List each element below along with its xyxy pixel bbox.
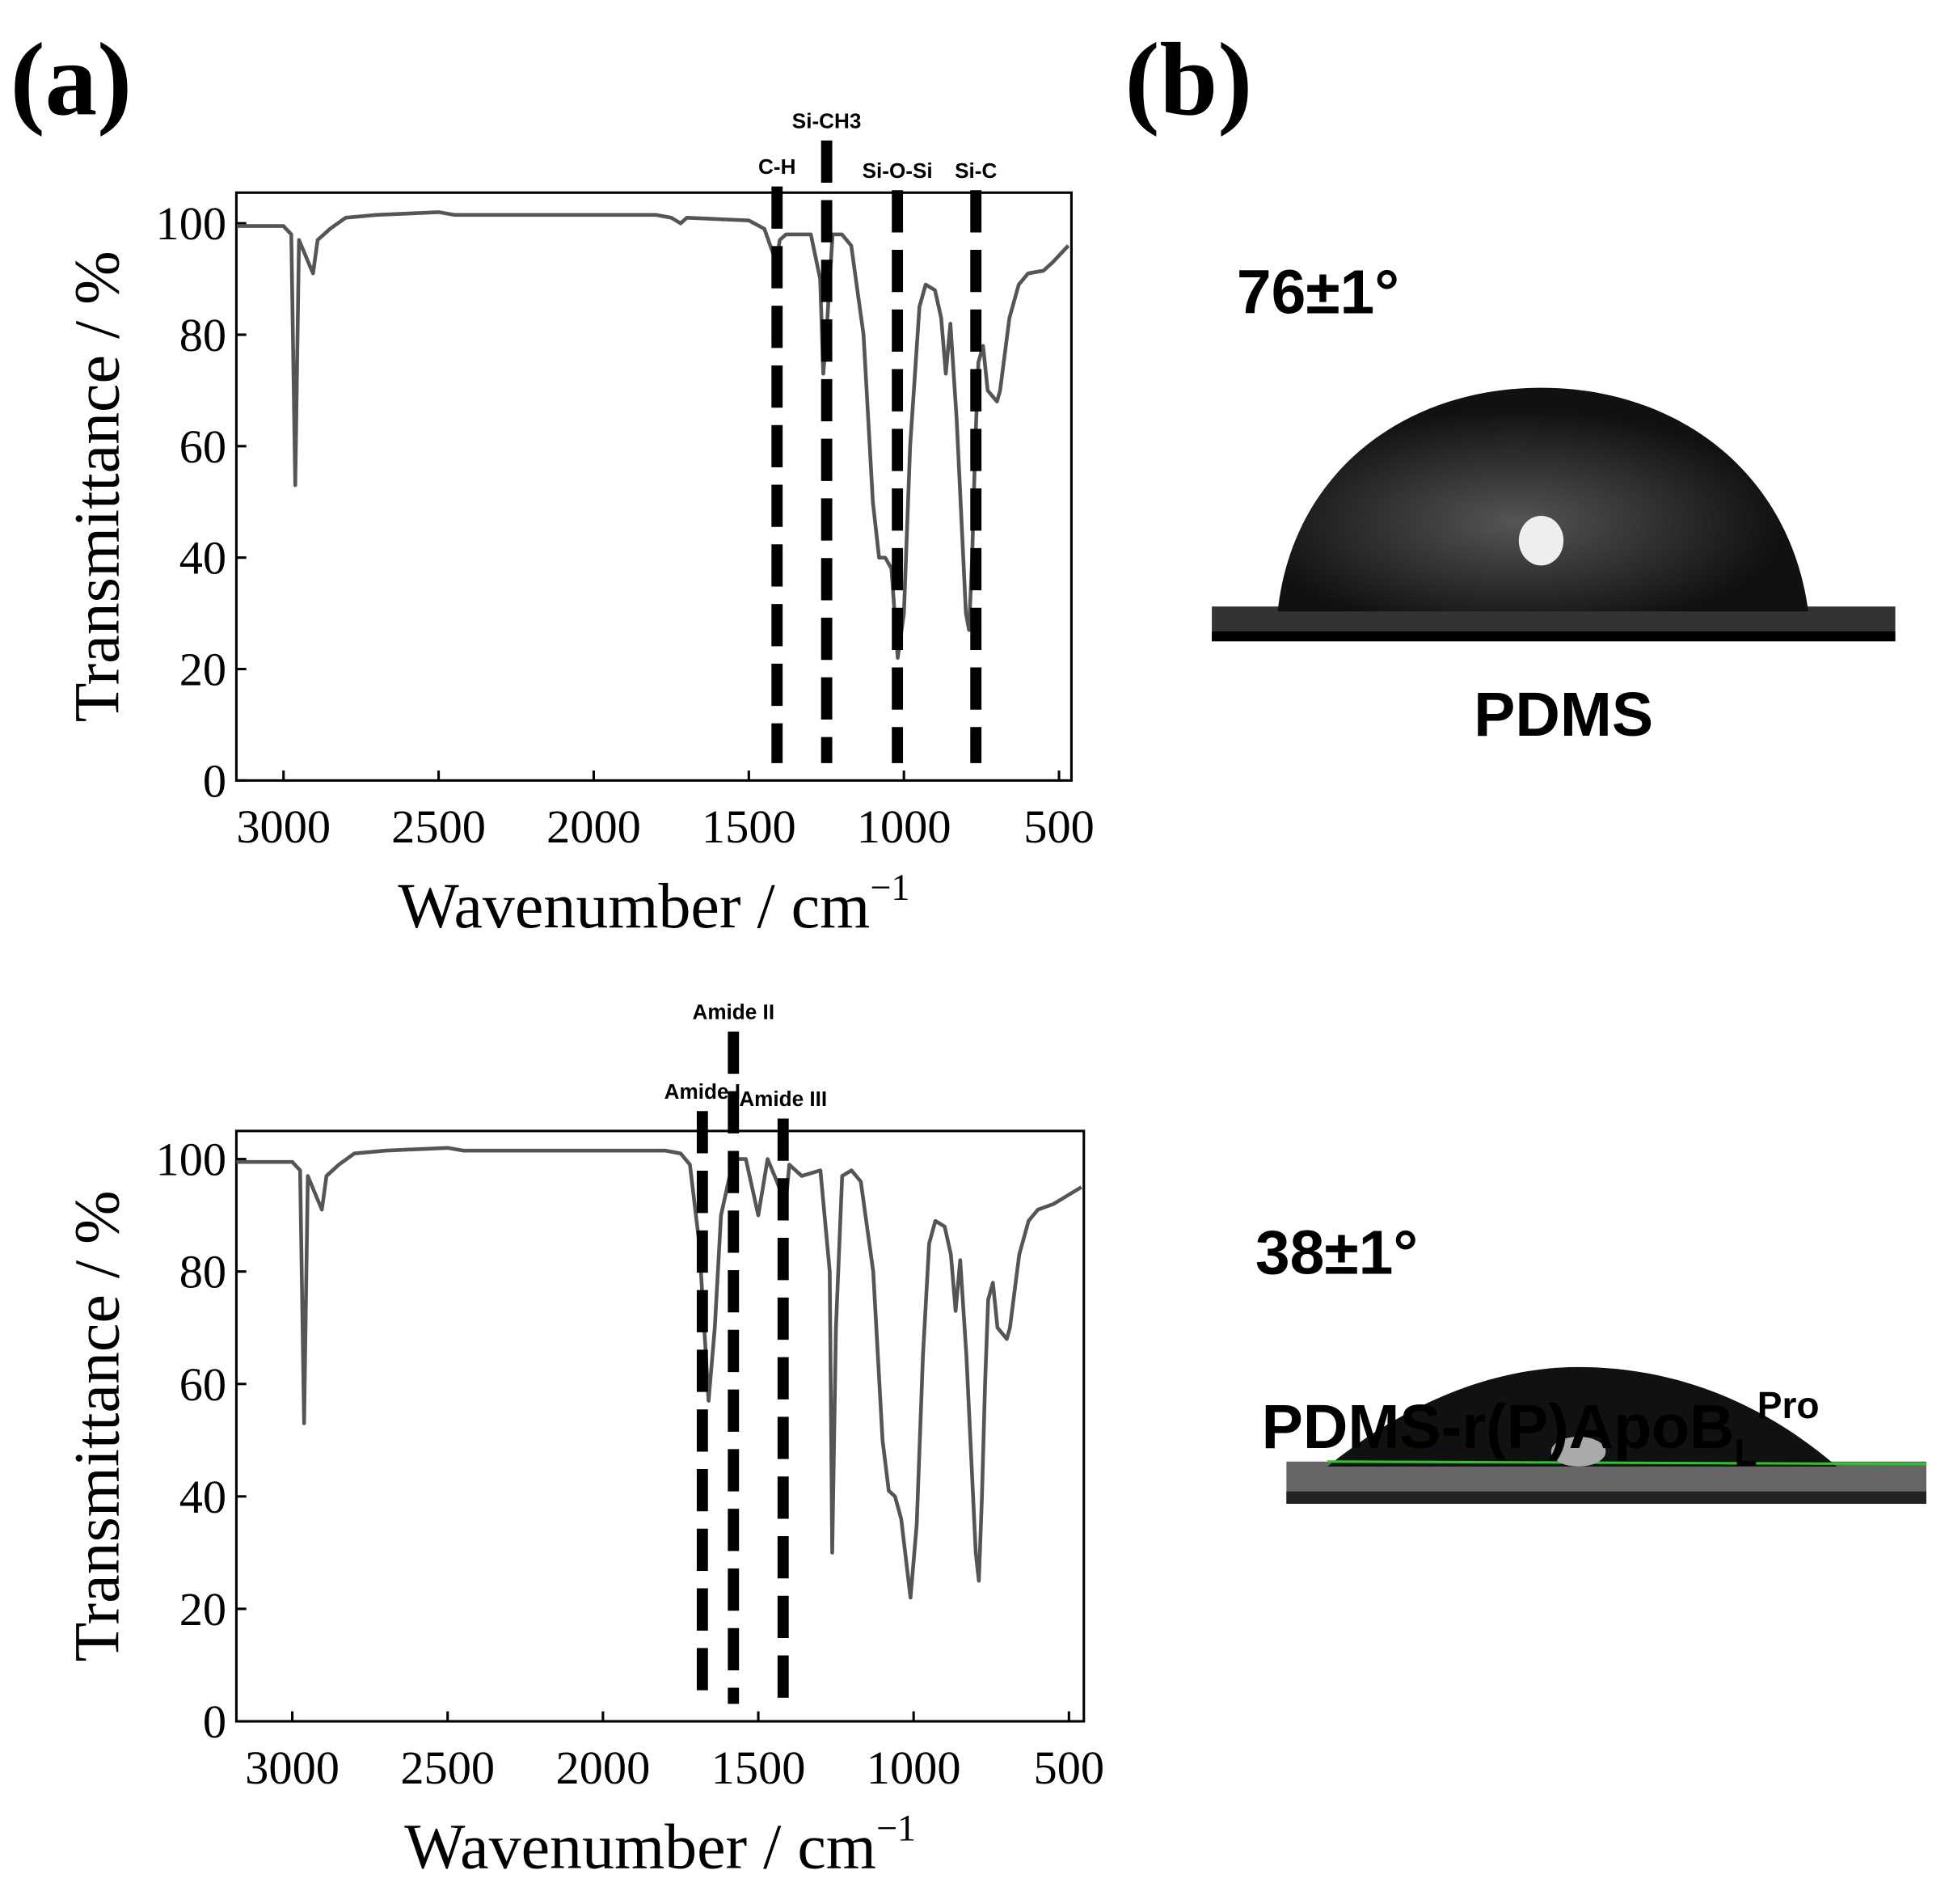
x-axis-label: Wavenumber / cm−1 [398, 867, 909, 942]
sample-label: PDMS-r(P)ApoBLPro [1262, 1384, 1820, 1473]
panel-label: (a) [11, 21, 133, 137]
x-tick-label: 3000 [245, 1741, 340, 1794]
y-tick-label: 0 [203, 1695, 226, 1748]
sample-label-text: PDMS-r(P)ApoB [1262, 1392, 1735, 1462]
y-tick-label: 60 [179, 1358, 226, 1411]
contact-angle: 38±1° [1255, 1218, 1418, 1288]
annotation-label: Amide III [739, 1087, 827, 1111]
y-tick-label: 40 [179, 532, 226, 585]
annotation-label: C-H [758, 154, 795, 179]
annotation-label: Si-O-Si [863, 158, 933, 183]
y-tick-label: 100 [155, 1134, 226, 1186]
y-tick-label: 80 [179, 1246, 226, 1298]
y-tick-label: 60 [179, 420, 226, 473]
annotation-label: Amide II [692, 1000, 774, 1024]
x-axis-label-text: Wavenumber / cm [404, 1811, 876, 1882]
y-tick-label: 40 [179, 1471, 226, 1523]
droplet-image [1212, 387, 1896, 642]
x-axis-label-sup: −1 [876, 1808, 916, 1849]
x-tick-label: 3000 [236, 800, 331, 853]
y-tick-label: 0 [203, 754, 226, 807]
x-tick-label: 2500 [391, 800, 486, 853]
x-tick-label: 1000 [867, 1741, 961, 1794]
x-tick-label: 2500 [400, 1741, 495, 1794]
x-axis-label: Wavenumber / cm−1 [404, 1808, 916, 1883]
panel-label: (b) [1125, 21, 1253, 137]
x-tick-label: 1000 [857, 800, 951, 853]
droplet-image [1286, 1366, 1927, 1505]
x-tick-label: 500 [1034, 1741, 1105, 1794]
x-tick-label: 500 [1023, 800, 1095, 853]
sample-label-text: PDMS [1474, 680, 1653, 749]
x-tick-label: 1500 [711, 1741, 806, 1794]
contact-angle: 76±1° [1237, 257, 1399, 327]
y-axis-label: Transmittance / % [61, 251, 133, 722]
plot-frame [234, 191, 1073, 782]
spectrum-line [237, 210, 1070, 661]
annotation-label: Si-CH3 [792, 108, 862, 133]
y-tick-label: 20 [179, 644, 226, 696]
y-axis-label: Transmittance / % [61, 1190, 133, 1661]
x-tick-label: 2000 [546, 800, 641, 853]
y-tick-label: 100 [155, 197, 226, 250]
sample-label-sup: Pro [1757, 1384, 1820, 1426]
x-axis-label-sup: −1 [870, 867, 909, 908]
annotation-label: Si-C [955, 158, 997, 183]
plot-frame [234, 1129, 1086, 1723]
sample-label: PDMS [1474, 680, 1653, 749]
y-tick-label: 80 [179, 309, 226, 361]
y-tick-label: 20 [179, 1583, 226, 1636]
x-tick-label: 1500 [702, 800, 796, 853]
x-tick-label: 2000 [555, 1741, 650, 1794]
sample-label-sub: L [1735, 1431, 1757, 1473]
x-axis-label-text: Wavenumber / cm [398, 871, 870, 942]
annotation-label: Amide I [664, 1079, 740, 1104]
spectrum-line [236, 1146, 1082, 1600]
